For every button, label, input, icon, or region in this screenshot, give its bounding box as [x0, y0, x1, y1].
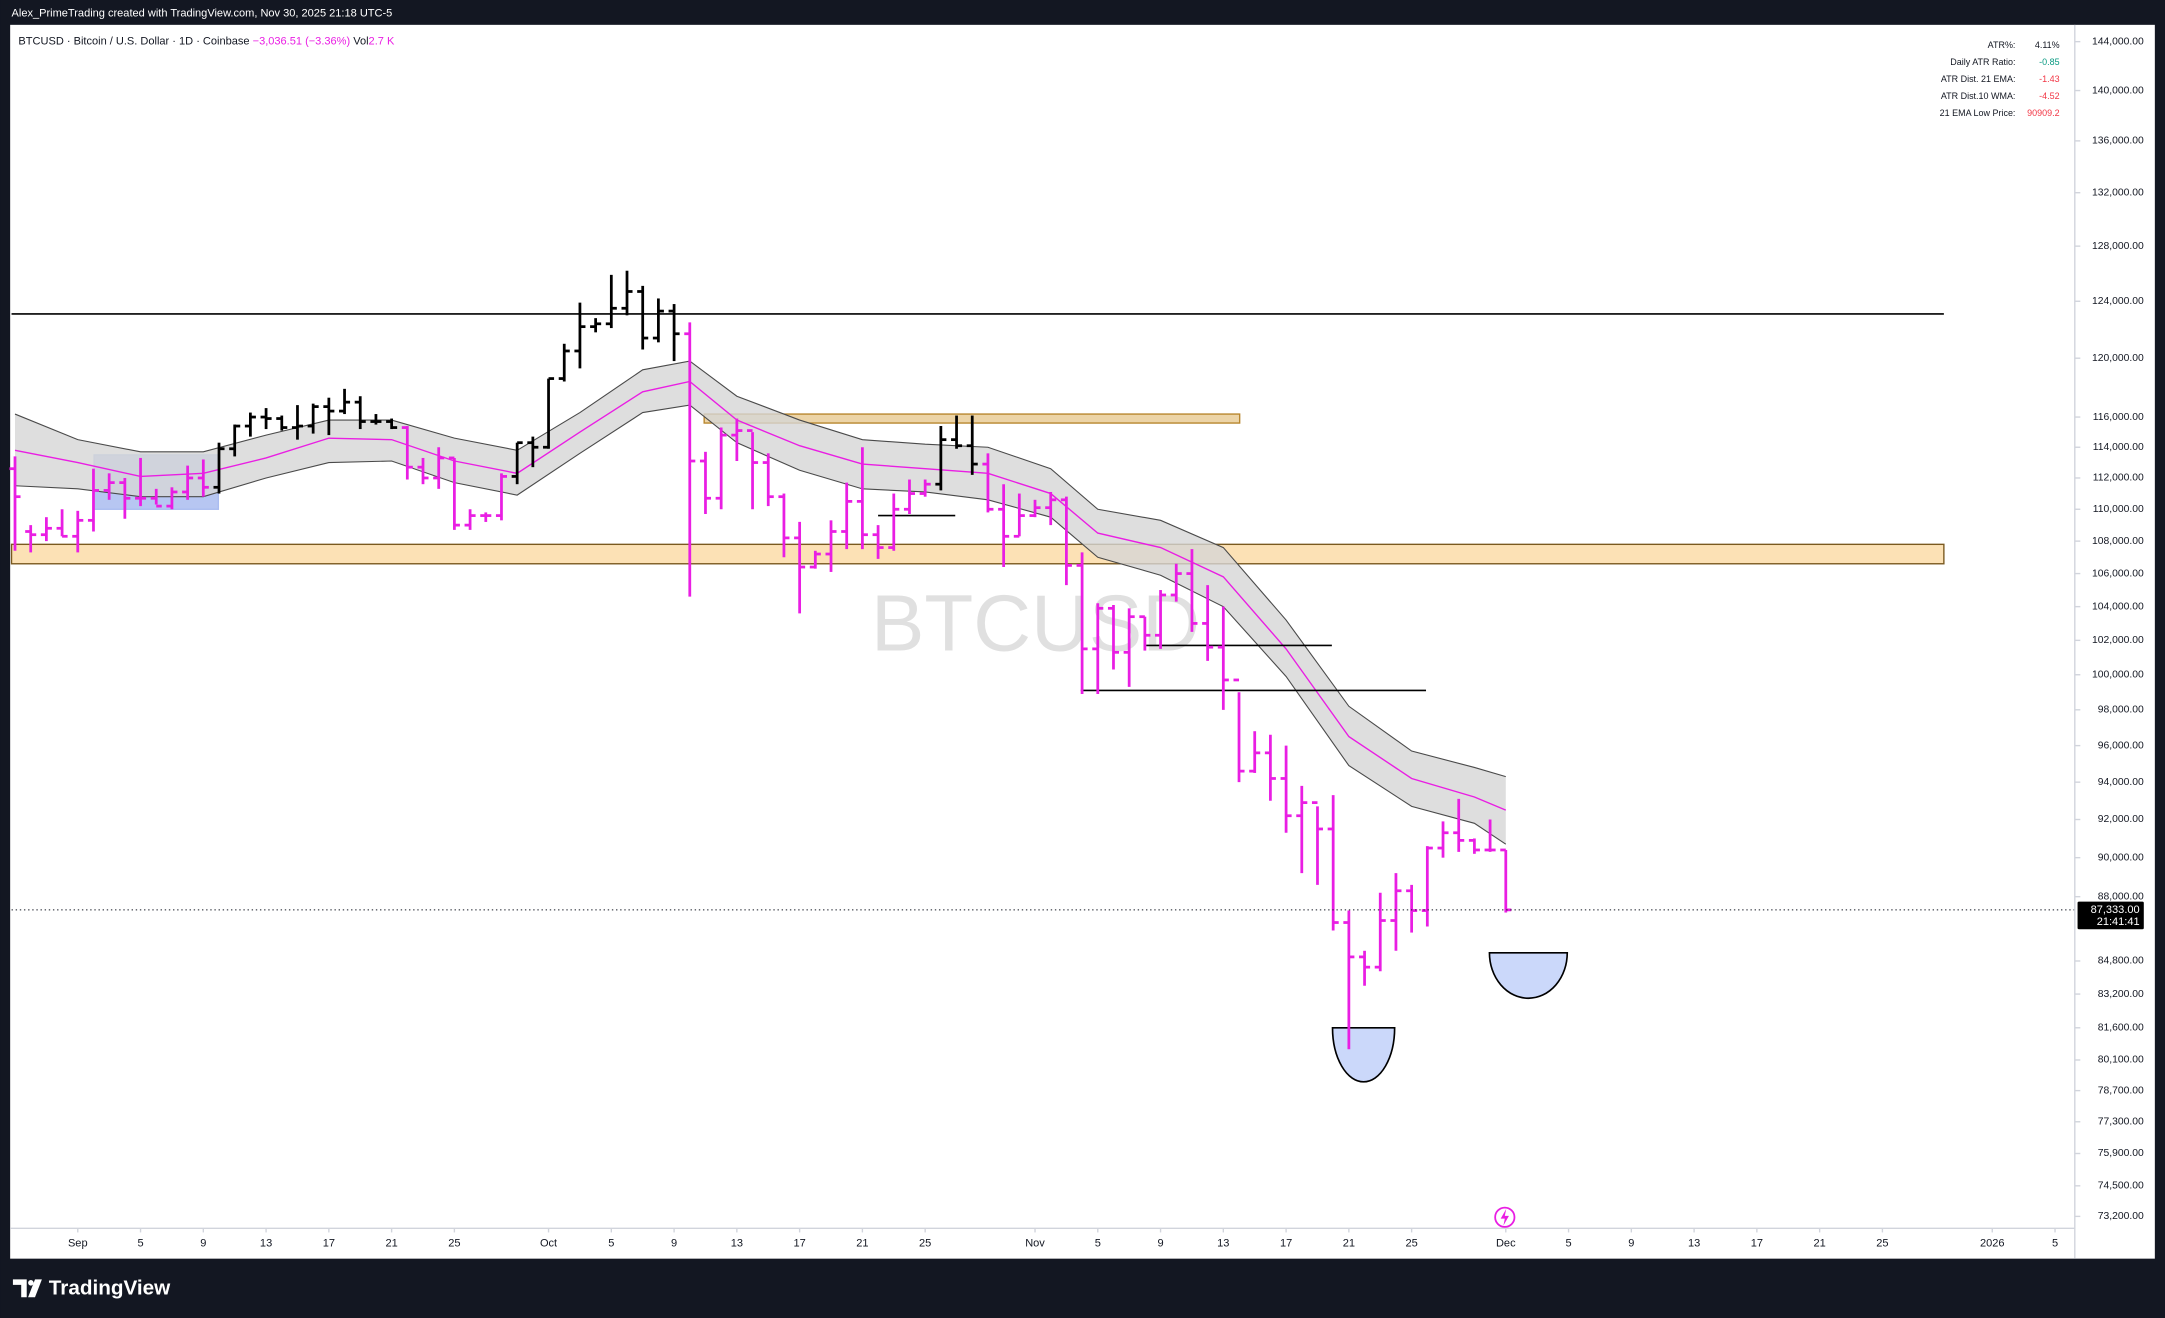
- x-tick-label: 17: [323, 1237, 335, 1249]
- last-price-label: 87,333.00: [2091, 904, 2140, 916]
- y-tick-label: 144,000.00: [2092, 36, 2144, 47]
- x-tick-label: 2026: [1980, 1237, 2005, 1249]
- x-tick-label: 5: [2052, 1237, 2058, 1249]
- x-tick-label: 25: [919, 1237, 931, 1249]
- footer-logo: [12, 1279, 42, 1298]
- y-tick-label: 92,000.00: [2098, 814, 2144, 825]
- x-tick-label: Sep: [68, 1237, 88, 1249]
- y-tick-label: 73,200.00: [2098, 1211, 2144, 1222]
- y-tick-label: 94,000.00: [2098, 777, 2144, 788]
- x-tick-label: 5: [137, 1237, 143, 1249]
- y-tick-label: 77,300.00: [2098, 1117, 2144, 1128]
- x-tick-label: 13: [731, 1237, 743, 1249]
- y-tick-label: 84,800.00: [2098, 956, 2144, 967]
- x-tick-label: Nov: [1025, 1237, 1045, 1249]
- price-change: −3,036.51 (−3.36%): [253, 35, 351, 47]
- y-tick-label: 98,000.00: [2098, 705, 2144, 716]
- indicator-value: -4.52: [2039, 91, 2059, 101]
- x-tick-label: 17: [1751, 1237, 1763, 1249]
- x-tick-label: 9: [671, 1237, 677, 1249]
- symbol-line: BTCUSD · Bitcoin / U.S. Dollar · 1D · Co…: [18, 35, 395, 47]
- x-tick-label: 13: [1217, 1237, 1229, 1249]
- plot-layer: 144,000.00 140,000.00 136,000.00 132,000.00…: [9, 36, 2144, 1249]
- indicator-label: ATR%:: [1988, 40, 2016, 50]
- y-tick-label: 106,000.00: [2092, 568, 2144, 579]
- bowl-shape: [1488, 951, 1569, 1000]
- y-tick-label: 104,000.00: [2092, 601, 2144, 612]
- x-tick-label: 21: [1813, 1237, 1825, 1249]
- y-tick-label: 116,000.00: [2093, 412, 2144, 423]
- zone: [10, 543, 1945, 565]
- y-tick-label: 75,900.00: [2098, 1148, 2144, 1159]
- x-tick-label: 17: [1280, 1237, 1292, 1249]
- x-tick-label: 21: [385, 1237, 397, 1249]
- y-tick-label: 81,600.00: [2098, 1023, 2144, 1034]
- y-tick-label: 114,000.00: [2093, 442, 2144, 453]
- y-tick-label: 88,000.00: [2098, 891, 2144, 902]
- icon-bolt: [1500, 1208, 1509, 1226]
- y-tick-label: 96,000.00: [2098, 740, 2144, 751]
- indicator-label: ATR Dist.10 WMA:: [1941, 91, 2016, 101]
- y-tick-label: 110,000.00: [2093, 504, 2144, 515]
- x-tick-label: 25: [1405, 1237, 1417, 1249]
- y-tick-label: 80,100.00: [2098, 1055, 2144, 1066]
- x-tick-label: 25: [1876, 1237, 1888, 1249]
- x-tick-label: 25: [448, 1237, 460, 1249]
- x-tick-label: 9: [1157, 1237, 1163, 1249]
- x-tick-label: 9: [1628, 1237, 1634, 1249]
- last-price-box: [2077, 901, 2144, 930]
- x-tick-label: Oct: [540, 1237, 557, 1249]
- indicator-label: 21 EMA Low Price:: [1940, 108, 2016, 118]
- x-tick-label: 17: [793, 1237, 805, 1249]
- indicator-value: 4.11%: [2035, 40, 2060, 50]
- volume-label: Vol: [353, 35, 368, 47]
- indicator-value: -0.85: [2039, 57, 2059, 67]
- icon-ring: [1494, 1206, 1516, 1228]
- y-tick-label: 100,000.00: [2092, 669, 2144, 680]
- y-tick-label: 128,000.00: [2092, 241, 2144, 252]
- indicator-label: ATR Dist. 21 EMA:: [1941, 74, 2016, 84]
- logo-part: [12, 1279, 27, 1298]
- alert-icon: [1494, 1206, 1516, 1228]
- countdown-label: 21:41:41: [2097, 916, 2140, 928]
- x-tick-label: 13: [260, 1237, 272, 1249]
- y-tick-label: 124,000.00: [2092, 296, 2144, 307]
- logo-part: [28, 1280, 34, 1286]
- x-tick-label: 5: [1095, 1237, 1101, 1249]
- y-tick-label: 78,700.00: [2098, 1085, 2144, 1096]
- y-tick-label: 136,000.00: [2092, 136, 2144, 147]
- x-tick-label: 13: [1688, 1237, 1700, 1249]
- indicator-value: -1.43: [2039, 74, 2059, 84]
- y-tick-label: 120,000.00: [2092, 353, 2144, 364]
- x-tick-label: 5: [1565, 1237, 1571, 1249]
- y-tick-label: 112,000.00: [2093, 473, 2144, 484]
- x-tick-label: 21: [1343, 1237, 1355, 1249]
- symbol-title: BTCUSD · Bitcoin / U.S. Dollar · 1D · Co…: [18, 35, 249, 47]
- x-tick-label: 5: [608, 1237, 614, 1249]
- x-tick-label: 9: [200, 1237, 206, 1249]
- band-upper: [14, 360, 1506, 778]
- y-tick-label: 90,000.00: [2098, 852, 2144, 863]
- y-tick-label: 108,000.00: [2092, 536, 2144, 547]
- y-tick-label: 102,000.00: [2092, 635, 2144, 646]
- volume-value: 2.7 K: [369, 35, 395, 47]
- ema-line: [14, 380, 1507, 811]
- header-text: Alex_PrimeTrading created with TradingVi…: [12, 8, 393, 20]
- watermark: BTCUSD: [871, 578, 1200, 667]
- y-tick-label: 83,200.00: [2098, 989, 2144, 1000]
- logo-part: [28, 1279, 42, 1298]
- x-tick-label: 21: [856, 1237, 868, 1249]
- y-tick-label: 74,500.00: [2098, 1181, 2144, 1192]
- y-tick-label: 132,000.00: [2092, 187, 2144, 198]
- indicator-label: Daily ATR Ratio:: [1950, 57, 2015, 67]
- footer-brand: TradingView: [49, 1276, 171, 1299]
- indicator-value: 90909.2: [2027, 108, 2059, 118]
- y-tick-label: 140,000.00: [2092, 85, 2144, 96]
- x-tick-label: Dec: [1496, 1237, 1516, 1249]
